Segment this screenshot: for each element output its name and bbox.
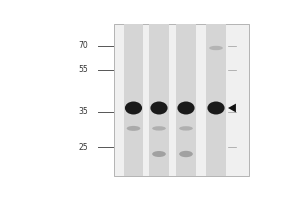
Ellipse shape	[179, 126, 193, 131]
Polygon shape	[228, 104, 236, 112]
Text: 70: 70	[79, 42, 88, 50]
Text: 35: 35	[79, 108, 88, 116]
Ellipse shape	[127, 126, 140, 131]
Bar	[206, 24, 226, 176]
Ellipse shape	[177, 102, 195, 114]
Bar	[149, 24, 169, 176]
Bar	[176, 24, 196, 176]
Ellipse shape	[150, 102, 168, 114]
Ellipse shape	[152, 151, 166, 157]
Text: 25: 25	[79, 142, 88, 152]
Bar	[114, 24, 249, 176]
Text: 55: 55	[79, 66, 88, 74]
Ellipse shape	[207, 102, 225, 114]
Bar	[124, 24, 143, 176]
Ellipse shape	[125, 102, 142, 114]
Ellipse shape	[179, 151, 193, 157]
Ellipse shape	[152, 126, 166, 131]
Ellipse shape	[209, 46, 223, 50]
